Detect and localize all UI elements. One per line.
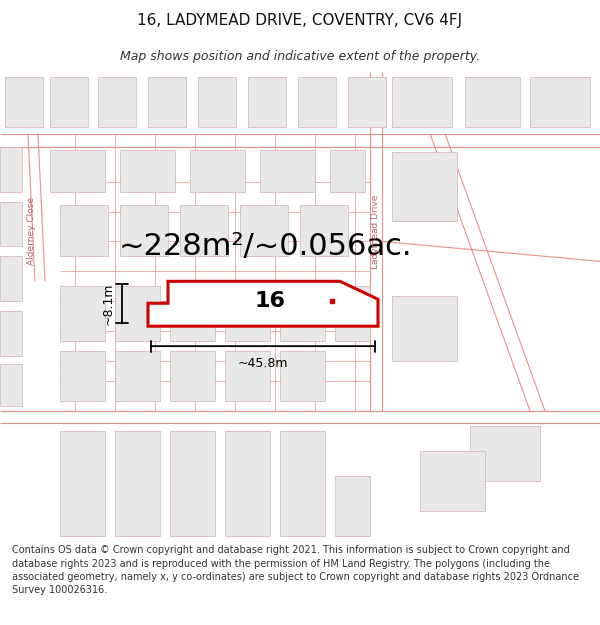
Bar bbox=[60, 204, 108, 256]
Bar bbox=[60, 431, 105, 536]
Bar bbox=[60, 286, 105, 341]
Text: 16: 16 bbox=[254, 291, 286, 311]
Bar bbox=[115, 286, 160, 341]
Bar bbox=[225, 351, 270, 401]
Bar bbox=[98, 77, 136, 127]
Bar bbox=[260, 149, 315, 191]
Bar bbox=[148, 77, 186, 127]
Bar bbox=[190, 149, 245, 191]
Bar bbox=[198, 77, 236, 127]
Bar bbox=[5, 77, 43, 127]
Bar bbox=[240, 204, 288, 256]
Bar bbox=[298, 77, 336, 127]
Text: Ladymead Drive: Ladymead Drive bbox=[371, 194, 380, 269]
Bar bbox=[280, 431, 325, 536]
Bar bbox=[225, 286, 270, 341]
Bar bbox=[170, 286, 215, 341]
Text: ~45.8m: ~45.8m bbox=[238, 357, 288, 369]
Text: Map shows position and indicative extent of the property.: Map shows position and indicative extent… bbox=[120, 49, 480, 62]
Bar bbox=[335, 286, 370, 341]
Bar bbox=[60, 351, 105, 401]
Text: ~228m²/~0.056ac.: ~228m²/~0.056ac. bbox=[118, 232, 412, 261]
Bar bbox=[225, 431, 270, 536]
Bar bbox=[465, 77, 520, 127]
Bar bbox=[115, 431, 160, 536]
Text: ~8.1m: ~8.1m bbox=[101, 282, 115, 325]
Text: 16, LADYMEAD DRIVE, COVENTRY, CV6 4FJ: 16, LADYMEAD DRIVE, COVENTRY, CV6 4FJ bbox=[137, 12, 463, 28]
Bar bbox=[392, 152, 457, 221]
Text: Alderney Close: Alderney Close bbox=[28, 198, 37, 266]
Bar bbox=[392, 77, 452, 127]
Bar bbox=[280, 351, 325, 401]
Bar bbox=[50, 77, 88, 127]
Bar bbox=[280, 286, 325, 341]
Bar bbox=[248, 77, 286, 127]
Bar bbox=[50, 149, 105, 191]
Bar bbox=[0, 147, 22, 191]
Bar bbox=[0, 201, 22, 246]
Bar bbox=[180, 204, 228, 256]
Bar bbox=[0, 311, 22, 356]
Bar bbox=[348, 77, 386, 127]
Bar bbox=[120, 149, 175, 191]
Bar bbox=[170, 351, 215, 401]
Bar bbox=[470, 426, 540, 481]
Bar bbox=[392, 296, 457, 361]
Bar bbox=[420, 451, 485, 511]
Bar bbox=[0, 364, 22, 406]
Bar bbox=[530, 77, 590, 127]
Bar bbox=[330, 149, 365, 191]
Bar bbox=[335, 476, 370, 536]
Text: Contains OS data © Crown copyright and database right 2021. This information is : Contains OS data © Crown copyright and d… bbox=[12, 545, 579, 595]
Bar bbox=[300, 204, 348, 256]
Bar bbox=[115, 351, 160, 401]
Polygon shape bbox=[148, 281, 378, 326]
Bar bbox=[120, 204, 168, 256]
Bar bbox=[0, 256, 22, 301]
Bar bbox=[170, 431, 215, 536]
